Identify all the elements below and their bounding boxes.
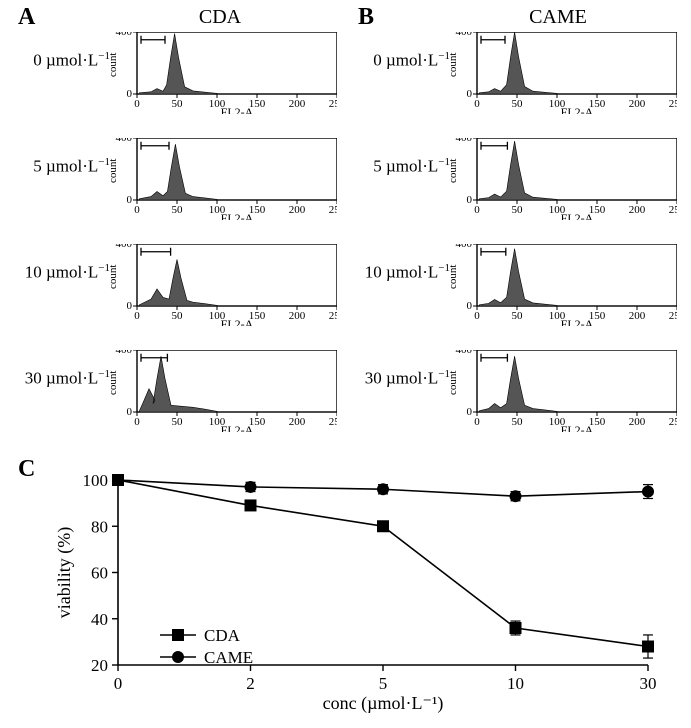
svg-text:200: 200 xyxy=(289,310,306,322)
svg-text:0: 0 xyxy=(134,204,140,216)
svg-text:FL2-A: FL2-A xyxy=(561,317,594,326)
figure-container: { "panels": { "A": { "label": "A", "titl… xyxy=(0,0,691,728)
cda-dose-label: 5 µmol·L−1 xyxy=(0,156,110,177)
svg-text:250: 250 xyxy=(669,204,677,216)
svg-text:200: 200 xyxy=(289,98,306,110)
svg-text:400: 400 xyxy=(456,32,473,38)
svg-text:200: 200 xyxy=(629,204,646,216)
svg-text:0: 0 xyxy=(467,88,473,100)
svg-text:10: 10 xyxy=(507,674,524,693)
svg-text:0: 0 xyxy=(114,674,123,693)
svg-text:50: 50 xyxy=(172,98,184,110)
svg-text:FL2-A: FL2-A xyxy=(221,105,254,114)
svg-text:0: 0 xyxy=(127,88,133,100)
svg-text:400: 400 xyxy=(456,350,473,356)
svg-text:250: 250 xyxy=(329,310,337,322)
svg-text:400: 400 xyxy=(116,138,133,144)
panel-label-a: A xyxy=(18,4,35,31)
svg-text:200: 200 xyxy=(289,204,306,216)
cda-dose-label: 10 µmol·L−1 xyxy=(0,262,110,283)
svg-text:0: 0 xyxy=(134,310,140,322)
svg-text:FL2-A: FL2-A xyxy=(561,211,594,220)
svg-text:0: 0 xyxy=(467,300,473,312)
svg-text:50: 50 xyxy=(172,204,184,216)
svg-text:400: 400 xyxy=(456,244,473,250)
svg-text:0: 0 xyxy=(467,194,473,206)
svg-text:250: 250 xyxy=(669,98,677,110)
svg-text:200: 200 xyxy=(289,416,306,428)
panel-label-b: B xyxy=(358,4,374,31)
svg-text:250: 250 xyxy=(329,416,337,428)
svg-text:50: 50 xyxy=(172,416,184,428)
came-dose-label: 30 µmol·L−1 xyxy=(340,368,450,389)
svg-text:FL2-A: FL2-A xyxy=(561,423,594,432)
svg-text:0: 0 xyxy=(127,194,133,206)
svg-text:FL2-A: FL2-A xyxy=(561,105,594,114)
svg-text:400: 400 xyxy=(116,244,133,250)
came-histogram: 0501001502002500400FL2-A xyxy=(455,32,670,114)
cda-histogram: 0501001502002500400FL2-A xyxy=(115,32,330,114)
came-histogram: 0501001502002500400FL2-A xyxy=(455,138,670,220)
cda-histogram: 0501001502002500400FL2-A xyxy=(115,244,330,326)
svg-text:0: 0 xyxy=(474,204,480,216)
svg-text:30: 30 xyxy=(640,674,657,693)
svg-text:50: 50 xyxy=(512,98,524,110)
svg-text:0: 0 xyxy=(474,416,480,428)
svg-text:FL2-A: FL2-A xyxy=(221,211,254,220)
svg-text:50: 50 xyxy=(512,204,524,216)
svg-text:0: 0 xyxy=(134,416,140,428)
viability-chart: 20 40 60 80 100 0 2 5 10 30 conc (µmol·L⁻¹) viabili… xyxy=(48,470,668,715)
cda-dose-label: 30 µmol·L−1 xyxy=(0,368,110,389)
came-dose-label: 5 µmol·L−1 xyxy=(340,156,450,177)
svg-text:40: 40 xyxy=(91,610,108,629)
came-histogram: 0501001502002500400FL2-A xyxy=(455,244,670,326)
cda-dose-label: 0 µmol·L−1 xyxy=(0,50,110,71)
svg-text:0: 0 xyxy=(474,98,480,110)
svg-text:conc (µmol·L⁻¹): conc (µmol·L⁻¹) xyxy=(323,693,444,714)
svg-text:CAME: CAME xyxy=(204,648,253,667)
cda-histogram: 0501001502002500400FL2-A xyxy=(115,138,330,220)
svg-text:0: 0 xyxy=(127,406,133,418)
svg-text:80: 80 xyxy=(91,517,108,536)
column-title-a: CDA xyxy=(160,6,280,29)
svg-text:400: 400 xyxy=(116,32,133,38)
svg-text:200: 200 xyxy=(629,310,646,322)
svg-text:0: 0 xyxy=(127,300,133,312)
svg-text:2: 2 xyxy=(246,674,255,693)
came-histogram: 0501001502002500400FL2-A xyxy=(455,350,670,432)
svg-text:100: 100 xyxy=(83,471,109,490)
svg-text:60: 60 xyxy=(91,564,108,583)
cda-histogram: 0501001502002500400FL2-A xyxy=(115,350,330,432)
svg-text:250: 250 xyxy=(329,98,337,110)
svg-text:200: 200 xyxy=(629,98,646,110)
svg-text:0: 0 xyxy=(467,406,473,418)
svg-text:0: 0 xyxy=(134,98,140,110)
svg-text:20: 20 xyxy=(91,656,108,675)
svg-text:FL2-A: FL2-A xyxy=(221,317,254,326)
svg-text:250: 250 xyxy=(669,416,677,428)
svg-text:400: 400 xyxy=(116,350,133,356)
svg-text:viability (%): viability (%) xyxy=(54,527,75,618)
svg-text:250: 250 xyxy=(669,310,677,322)
svg-text:50: 50 xyxy=(512,310,524,322)
svg-text:0: 0 xyxy=(474,310,480,322)
svg-text:200: 200 xyxy=(629,416,646,428)
svg-text:400: 400 xyxy=(456,138,473,144)
came-dose-label: 10 µmol·L−1 xyxy=(340,262,450,283)
svg-text:50: 50 xyxy=(512,416,524,428)
svg-text:250: 250 xyxy=(329,204,337,216)
svg-text:FL2-A: FL2-A xyxy=(221,423,254,432)
came-dose-label: 0 µmol·L−1 xyxy=(340,50,450,71)
svg-text:50: 50 xyxy=(172,310,184,322)
svg-text:CDA: CDA xyxy=(204,626,241,645)
panel-label-c: C xyxy=(18,456,35,483)
column-title-b: CAME xyxy=(498,6,618,29)
svg-text:5: 5 xyxy=(379,674,388,693)
